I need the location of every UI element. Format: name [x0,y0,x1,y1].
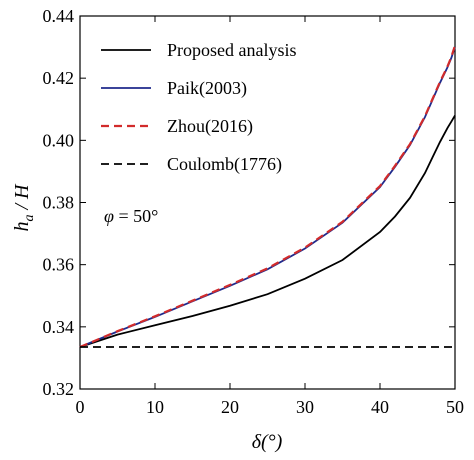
y-tick-label: 0.36 [43,255,75,275]
y-axis-label-sub: a [22,215,37,222]
y-axis-label: ha / H [11,183,37,232]
legend-label-0: Proposed analysis [167,40,297,60]
phi-annotation: φ = 50° [104,206,158,226]
y-axis-label-main: h [11,222,33,232]
x-tick-label: 0 [76,397,85,417]
y-axis-label-rest: / H [11,183,33,215]
phi-symbol: φ [104,206,114,226]
y-tick-label: 0.44 [43,6,75,26]
series-line-1 [79,46,456,348]
x-tick-label: 10 [146,397,164,417]
series-line-2 [79,45,457,349]
y-tick-label: 0.38 [43,193,75,213]
legend-label-3: Coulomb(1776) [167,154,282,175]
legend-label-1: Paik(2003) [167,78,247,99]
x-tick-label: 30 [296,397,314,417]
legend: Proposed analysis Paik(2003) Zhou(2016) Cou… [101,40,297,175]
series-line-0 [79,115,456,348]
x-tick-label: 20 [221,397,239,417]
y-tick-label: 0.32 [43,379,75,399]
series-layer [79,45,457,349]
plot-frame [79,15,456,390]
x-tick-label: 50 [446,397,464,417]
y-tick-label: 0.34 [43,317,75,337]
x-tick-label: 40 [371,397,389,417]
y-tick-label: 0.40 [43,130,75,150]
y-tick-label: 0.42 [43,68,75,88]
tick-layer: 0 10 20 30 40 50 0.32 0.34 0.36 0.38 0.40 0.42 0.44 [43,6,465,417]
x-axis-label: δ(°) [252,431,283,453]
legend-label-2: Zhou(2016) [167,116,253,137]
phi-value: = 50° [114,206,158,226]
